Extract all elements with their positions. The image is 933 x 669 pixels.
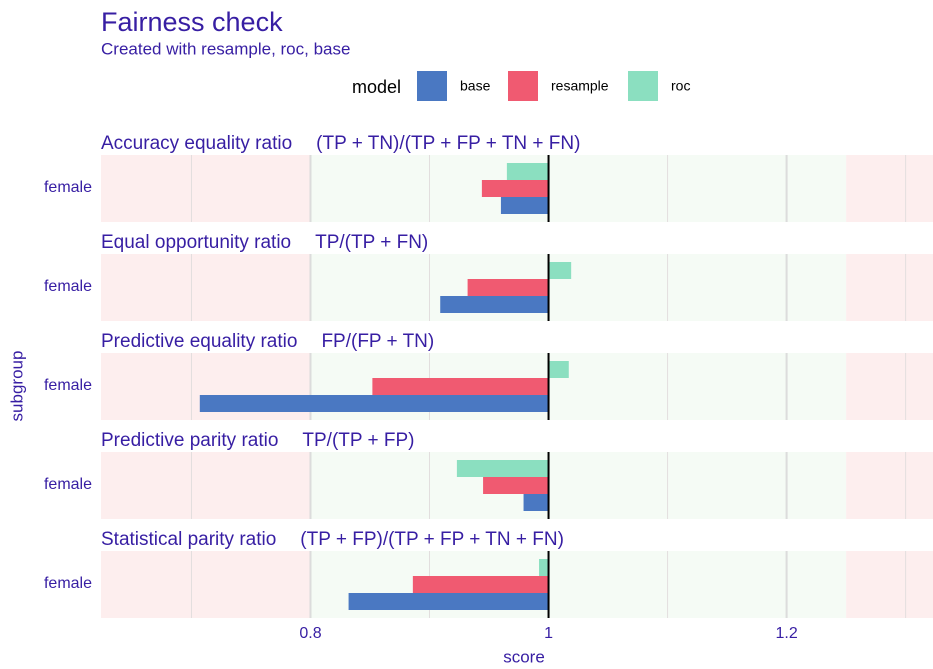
unfair-zone	[101, 551, 311, 618]
bar	[372, 378, 549, 395]
panel-title: Statistical parity ratio (TP + FP)/(TP + …	[101, 529, 564, 550]
bar	[523, 494, 549, 511]
y-tick-label: female	[44, 575, 92, 592]
bar	[500, 197, 549, 214]
bar	[506, 163, 549, 180]
panel-metric: Accuracy equality ratio	[101, 133, 292, 154]
panel-title: Predictive equality ratio FP/(FP + TN)	[101, 331, 434, 352]
unfair-zone	[846, 353, 933, 420]
panel-formula: FP/(FP + TN)	[321, 331, 434, 352]
y-axis-label: subgroup	[7, 351, 26, 422]
fair-zone	[310, 254, 847, 321]
bar	[483, 477, 549, 494]
panel-title: Accuracy equality ratio (TP + TN)/(TP + F…	[101, 133, 580, 154]
x-tick-label: 0.8	[299, 625, 321, 642]
bar	[348, 593, 549, 610]
panel-metric: Predictive parity ratio	[101, 430, 278, 451]
legend-swatch	[417, 71, 447, 101]
legend-swatch	[508, 71, 538, 101]
y-tick-label: female	[44, 179, 92, 196]
panel-metric: Equal opportunity ratio	[101, 232, 291, 253]
unfair-zone	[846, 551, 933, 618]
legend-title: model	[352, 77, 401, 97]
unfair-zone	[846, 452, 933, 519]
panel-formula: (TP + FP)/(TP + FP + TN + FN)	[300, 529, 564, 550]
fair-zone	[310, 155, 847, 222]
bar	[199, 395, 549, 412]
x-axis-label: score	[503, 647, 545, 666]
panel-metric: Predictive equality ratio	[101, 331, 297, 352]
y-tick-label: female	[44, 476, 92, 493]
legend-label: roc	[671, 78, 690, 94]
unfair-zone	[101, 155, 311, 222]
panel-formula: TP/(TP + FP)	[302, 430, 414, 451]
panel-title: Equal opportunity ratio TP/(TP + FN)	[101, 232, 428, 253]
panel-formula: TP/(TP + FN)	[315, 232, 428, 253]
unfair-zone	[101, 452, 311, 519]
legend-label: resample	[551, 78, 609, 94]
bar	[548, 361, 569, 378]
bar	[456, 460, 549, 477]
y-tick-label: female	[44, 377, 92, 394]
legend-label: base	[460, 78, 491, 94]
panel-metric: Statistical parity ratio	[101, 529, 276, 550]
chart-title: Fairness check	[101, 7, 283, 37]
legend-swatch	[628, 71, 658, 101]
bar	[412, 576, 549, 593]
fair-zone	[310, 452, 847, 519]
bar	[440, 296, 549, 313]
y-tick-label: female	[44, 278, 92, 295]
x-tick-label: 1	[544, 625, 553, 642]
chart-subtitle: Created with resample, roc, base	[101, 39, 350, 58]
unfair-zone	[846, 254, 933, 321]
x-tick-label: 1.2	[775, 625, 797, 642]
bar	[539, 559, 549, 576]
panel-formula: (TP + TN)/(TP + FP + TN + FN)	[316, 133, 580, 154]
bar	[467, 279, 549, 296]
bar	[548, 262, 572, 279]
panel-title: Predictive parity ratio TP/(TP + FP)	[101, 430, 415, 451]
unfair-zone	[846, 155, 933, 222]
bar	[481, 180, 549, 197]
unfair-zone	[101, 254, 311, 321]
